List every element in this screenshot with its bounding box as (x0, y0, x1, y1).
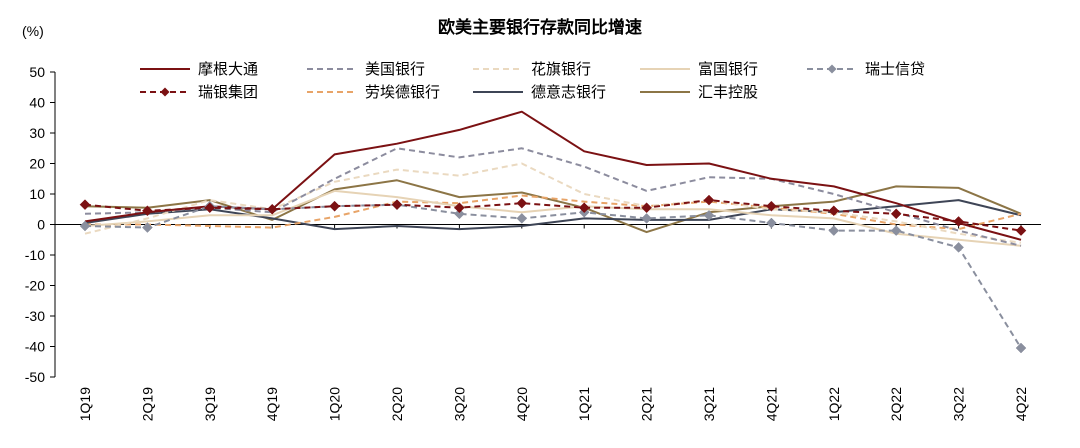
data-point (204, 202, 216, 214)
legend-item: 美国银行 (307, 61, 425, 78)
series-6 (79, 194, 1027, 236)
series-1 (84, 110, 1022, 241)
y-tick-label: 20 (29, 156, 45, 172)
data-point (890, 225, 902, 236)
data-point (890, 208, 902, 220)
y-tick-label: 50 (29, 64, 45, 80)
data-point (1015, 342, 1027, 354)
y-axis-unit-label: (%) (22, 23, 44, 39)
data-point (79, 199, 91, 211)
data-point (79, 220, 91, 232)
series-line (84, 110, 1022, 241)
y-tick-label: 30 (29, 125, 45, 141)
x-tick-label: 4Q19 (264, 387, 280, 421)
legend-item: 劳埃德银行 (307, 83, 440, 101)
legend-label: 瑞银集团 (198, 84, 258, 101)
legend-item: 瑞士信贷 (807, 61, 925, 78)
series-4 (84, 189, 1022, 247)
data-point (142, 222, 153, 233)
legend-label: 摩根大通 (198, 60, 258, 78)
y-tick-label: 10 (29, 186, 45, 202)
y-tick-label: -30 (25, 308, 45, 324)
data-point (329, 200, 340, 212)
legend-label: 汇丰控股 (698, 84, 758, 101)
series-3 (84, 162, 1022, 244)
data-point (391, 199, 403, 211)
legend-label: 美国银行 (365, 61, 425, 78)
legend-item: 花旗银行 (473, 61, 591, 78)
legend-label: 劳埃德银行 (365, 83, 440, 101)
data-point (516, 197, 528, 209)
x-tick-label: 4Q22 (1013, 387, 1029, 421)
x-tick-label: 1Q19 (77, 387, 93, 421)
data-point (828, 205, 840, 217)
axes: 50 40 30 20 10 0 -10 -20 -30 -40 -50 1Q19 2Q19 3Q19 4Q… (25, 64, 1041, 421)
y-tick-label: -10 (25, 247, 45, 263)
legend-item: 瑞银集团 (140, 84, 258, 101)
legend-label: 花旗银行 (531, 61, 591, 78)
data-point (454, 202, 465, 214)
x-tick-label: 3Q20 (451, 387, 467, 421)
data-point (828, 225, 840, 236)
legend-item: 摩根大通 (140, 60, 258, 78)
legend-marker (160, 87, 170, 97)
legend-label: 富国银行 (698, 60, 758, 78)
data-point (454, 208, 465, 220)
legend-item: 富国银行 (640, 60, 758, 78)
data-point (266, 203, 278, 215)
legend-item: 德意志银行 (473, 83, 606, 101)
x-tick-label: 2Q20 (389, 387, 405, 421)
x-tick-label: 1Q20 (327, 387, 343, 421)
x-tick-label: 4Q21 (763, 387, 779, 421)
series-line (84, 199, 1022, 232)
series-8 (84, 199, 1022, 231)
x-tick-label: 4Q20 (514, 387, 530, 421)
data-point (1015, 225, 1027, 236)
legend-label: 德意志银行 (531, 83, 606, 101)
legend-marker (827, 64, 837, 74)
data-point (641, 202, 652, 214)
chart-title: 欧美主要银行存款同比增速 (438, 17, 642, 37)
y-tick-label: -20 (25, 278, 45, 294)
x-tick-label: 2Q21 (639, 387, 655, 421)
data-point (703, 194, 715, 206)
x-tick-label: 2Q19 (139, 387, 155, 421)
data-point (953, 216, 964, 227)
data-point (142, 205, 153, 217)
y-tick-label: 0 (37, 217, 45, 233)
y-tick-label: 40 (29, 95, 45, 111)
x-tick-label: 1Q22 (826, 387, 842, 421)
series-line (84, 199, 1022, 231)
data-point (703, 209, 715, 221)
x-tick-label: 3Q21 (701, 387, 717, 421)
y-tick-label: -40 (25, 339, 45, 355)
legend-item: 汇丰控股 (640, 84, 758, 101)
series-7 (85, 194, 1022, 231)
y-tick-label: -50 (25, 369, 45, 385)
data-point (578, 202, 590, 214)
data-point (516, 213, 528, 224)
data-point (953, 242, 964, 253)
legend-label: 瑞士信贷 (865, 61, 925, 78)
data-point (641, 213, 652, 224)
x-tick-label: 1Q21 (576, 387, 592, 421)
x-tick-label: 2Q22 (888, 387, 904, 421)
series-line (84, 189, 1022, 247)
data-point (766, 200, 777, 212)
series-line (84, 203, 1022, 349)
x-tick-label: 3Q19 (202, 387, 218, 421)
series-lines (79, 110, 1027, 354)
x-tick-label: 3Q22 (951, 387, 967, 421)
series-line (85, 194, 1022, 231)
series-line (84, 162, 1022, 244)
data-point (766, 217, 777, 229)
